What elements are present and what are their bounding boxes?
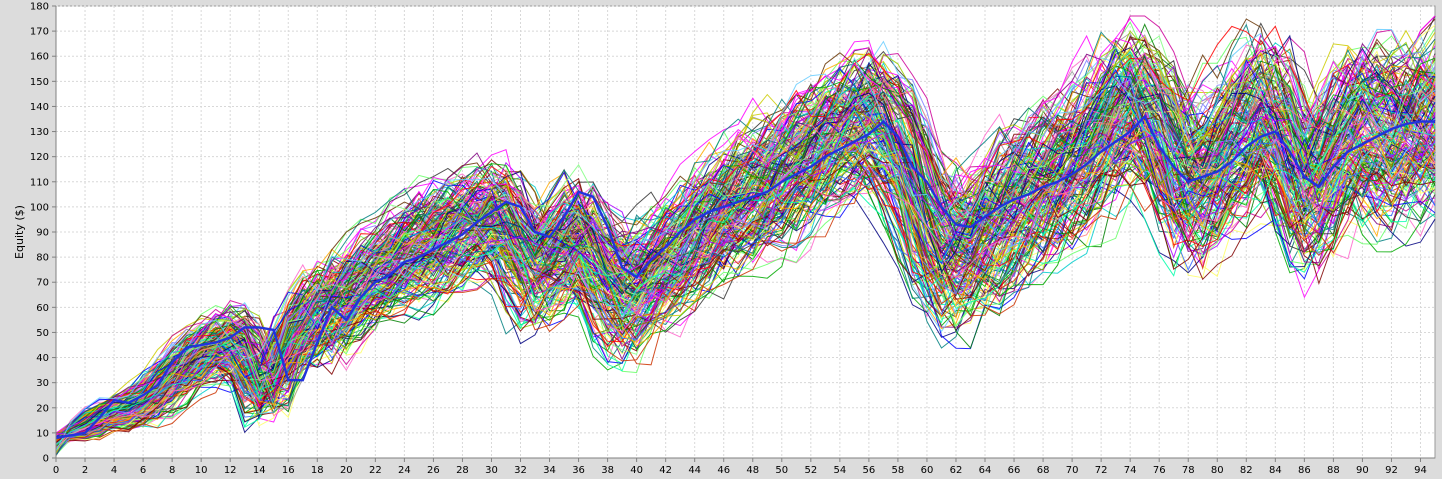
x-tick-label: 40 <box>630 465 643 476</box>
x-tick-label: 64 <box>979 465 992 476</box>
x-tick-label: 80 <box>1211 465 1224 476</box>
x-tick-label: 10 <box>195 465 208 476</box>
x-tick-label: 20 <box>340 465 353 476</box>
series-line <box>55 70 1436 452</box>
x-tick-label: 26 <box>427 465 440 476</box>
x-tick-label: 14 <box>253 465 266 476</box>
y-axis-title: Equity ($) <box>13 205 26 259</box>
y-tick-label: 60 <box>36 303 49 314</box>
x-tick-label: 44 <box>688 465 701 476</box>
highlight-series-line <box>55 114 1435 440</box>
series-line <box>55 110 1436 451</box>
y-tick-label: 140 <box>30 102 49 113</box>
series-line <box>55 86 1436 456</box>
y-tick-label: 90 <box>36 228 49 239</box>
x-tick-label: 68 <box>1037 465 1050 476</box>
axes: 0102030405060708090100110120130140150160… <box>30 2 1435 476</box>
series-line <box>55 91 1436 444</box>
y-tick-label: 110 <box>30 177 49 188</box>
x-tick-label: 88 <box>1327 465 1340 476</box>
x-tick-label: 66 <box>1008 465 1021 476</box>
series-line <box>55 135 1436 439</box>
series-line <box>55 36 1436 454</box>
y-tick-label: 30 <box>36 378 49 389</box>
x-tick-label: 24 <box>398 465 411 476</box>
x-tick-label: 82 <box>1240 465 1253 476</box>
x-tick-label: 2 <box>82 465 88 476</box>
x-tick-label: 50 <box>775 465 788 476</box>
y-tick-label: 10 <box>36 428 49 439</box>
series-line <box>55 32 1436 452</box>
series-line <box>55 54 1436 448</box>
x-tick-label: 54 <box>833 465 846 476</box>
series-line <box>55 38 1436 447</box>
x-tick-label: 94 <box>1414 465 1427 476</box>
x-tick-label: 32 <box>514 465 527 476</box>
highlight-series-group <box>55 114 1435 440</box>
x-tick-label: 34 <box>543 465 556 476</box>
x-tick-label: 52 <box>804 465 817 476</box>
x-tick-label: 60 <box>921 465 934 476</box>
x-tick-label: 36 <box>572 465 585 476</box>
series-line <box>55 121 1436 449</box>
x-tick-label: 12 <box>224 465 237 476</box>
x-tick-label: 8 <box>169 465 175 476</box>
x-tick-label: 62 <box>950 465 963 476</box>
y-tick-label: 50 <box>36 328 49 339</box>
x-tick-label: 6 <box>140 465 146 476</box>
y-tick-label: 120 <box>30 152 49 163</box>
series-line <box>55 138 1436 447</box>
x-tick-label: 84 <box>1269 465 1282 476</box>
y-tick-label: 180 <box>30 2 49 13</box>
x-tick-label: 30 <box>485 465 498 476</box>
x-tick-label: 78 <box>1182 465 1195 476</box>
x-tick-label: 70 <box>1066 465 1079 476</box>
y-tick-label: 20 <box>36 403 49 414</box>
x-tick-label: 42 <box>659 465 672 476</box>
x-tick-label: 48 <box>746 465 759 476</box>
x-tick-label: 56 <box>863 465 876 476</box>
x-tick-label: 46 <box>717 465 730 476</box>
y-tick-label: 150 <box>30 77 49 88</box>
x-tick-label: 18 <box>311 465 324 476</box>
series-line <box>55 63 1436 452</box>
y-tick-label: 100 <box>30 202 49 213</box>
x-tick-label: 4 <box>111 465 117 476</box>
x-tick-label: 58 <box>892 465 905 476</box>
y-tick-label: 160 <box>30 52 49 63</box>
x-tick-label: 0 <box>53 465 59 476</box>
series-line <box>55 99 1436 456</box>
y-tick-label: 0 <box>43 454 49 465</box>
x-tick-label: 16 <box>282 465 295 476</box>
x-tick-label: 90 <box>1356 465 1369 476</box>
x-tick-label: 22 <box>369 465 382 476</box>
x-tick-label: 28 <box>456 465 469 476</box>
series-line <box>55 113 1436 436</box>
series-line <box>55 58 1436 446</box>
x-tick-label: 92 <box>1385 465 1398 476</box>
series-line <box>55 30 1436 455</box>
y-tick-label: 40 <box>36 353 49 364</box>
series-line <box>55 90 1436 449</box>
y-tick-label: 80 <box>36 253 49 264</box>
x-tick-label: 38 <box>601 465 614 476</box>
y-tick-label: 130 <box>30 127 49 138</box>
x-tick-label: 86 <box>1298 465 1311 476</box>
series-line <box>55 106 1436 446</box>
y-tick-label: 70 <box>36 278 49 289</box>
series-line <box>55 42 1436 456</box>
series-line <box>55 104 1436 434</box>
x-tick-label: 72 <box>1095 465 1108 476</box>
x-tick-label: 76 <box>1153 465 1166 476</box>
x-tick-label: 74 <box>1124 465 1137 476</box>
y-tick-label: 170 <box>30 27 49 38</box>
series-line <box>55 92 1436 436</box>
